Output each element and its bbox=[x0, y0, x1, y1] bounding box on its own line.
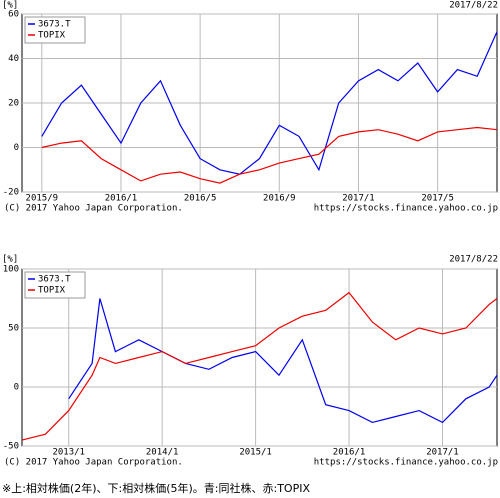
x-tick-label: 2015/1 bbox=[239, 448, 272, 458]
date-label: 2017/8/22 bbox=[449, 255, 498, 265]
y-axis-label: [%] bbox=[2, 255, 18, 265]
copyright: (C) 2017 Yahoo Japan Corporation. bbox=[4, 458, 183, 468]
caption: ※上:相対株価(2年)、下:相対株価(5年)。青:同社株、赤:TOPIX bbox=[2, 481, 310, 495]
source: https://stocks.finance.yahoo.co.jp bbox=[314, 458, 498, 468]
y-tick-label: 0 bbox=[14, 143, 19, 153]
copyright: (C) 2017 Yahoo Japan Corporation. bbox=[4, 204, 183, 214]
legend-label: TOPIX bbox=[38, 31, 66, 41]
source: https://stocks.finance.yahoo.co.jp bbox=[314, 204, 498, 214]
x-tick-label: 2013/1 bbox=[52, 448, 85, 458]
x-tick-label: 2017/1 bbox=[426, 448, 459, 458]
y-tick-label: 20 bbox=[8, 99, 19, 109]
y-tick-label: 60 bbox=[8, 10, 19, 20]
x-tick-label: 2016/9 bbox=[263, 194, 296, 204]
y-tick-label: 100 bbox=[3, 265, 19, 275]
series-line bbox=[41, 31, 498, 175]
y-tick-label: -20 bbox=[3, 188, 19, 198]
x-tick-label: 2016/1 bbox=[333, 448, 366, 458]
y-tick-label: 40 bbox=[8, 54, 19, 64]
date-label: 2017/8/22 bbox=[449, 1, 498, 11]
x-tick-label: 2017/1 bbox=[342, 194, 375, 204]
y-tick-label: 0 bbox=[14, 383, 19, 393]
x-tick-label: 2016/1 bbox=[105, 194, 138, 204]
x-tick-label: 2014/1 bbox=[146, 448, 179, 458]
series-line bbox=[21, 291, 498, 441]
x-tick-label: 2016/5 bbox=[184, 194, 217, 204]
y-axis-label: [%] bbox=[2, 1, 18, 11]
series-line bbox=[41, 126, 498, 184]
legend-label: 3673.T bbox=[38, 20, 71, 30]
legend-box bbox=[24, 271, 86, 299]
y-tick-label: 50 bbox=[8, 324, 19, 334]
legend-label: TOPIX bbox=[38, 286, 66, 296]
x-tick-label: 2017/5 bbox=[421, 194, 454, 204]
series-line bbox=[68, 298, 498, 424]
x-tick-label: 2015/9 bbox=[26, 194, 59, 204]
legend-label: 3673.T bbox=[38, 275, 71, 285]
legend-box bbox=[24, 16, 86, 44]
y-tick-label: -50 bbox=[3, 442, 19, 452]
